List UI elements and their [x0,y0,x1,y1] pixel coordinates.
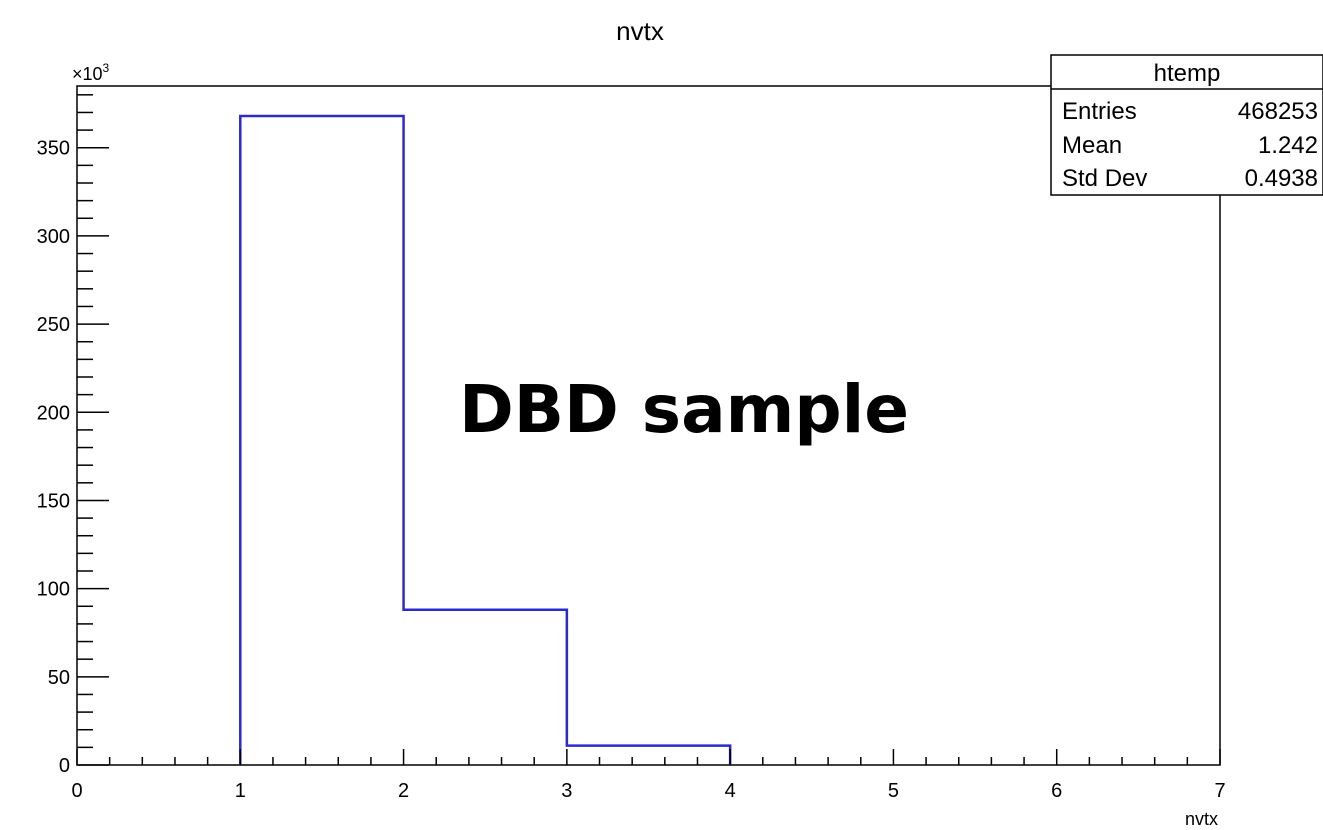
stats-box-frame [1050,54,1323,196]
stats-entries-value: 468253 [1238,98,1318,125]
histogram-bin-3 [567,746,730,765]
x-tick-label: 7 [1214,780,1225,802]
y-tick-label: 350 [37,138,70,160]
chart-title: nvtx [616,16,664,46]
y-tick-label: 150 [37,490,70,512]
stats-mean-label: Mean [1062,132,1122,159]
stats-stddev-label: Std Dev [1062,165,1147,192]
histogram-outline [239,114,732,765]
histogram-bin-1 [240,116,403,765]
y-multiplier-base: ×10 [72,64,103,84]
x-axis-label: nvtx [1185,809,1218,829]
x-tick-label: 6 [1051,780,1062,802]
y-tick-label: 250 [37,314,70,336]
y-tick-label: 200 [37,402,70,424]
plot-frame [76,85,1221,766]
y-axis: 0 50 100 150 200 250 300 350 [37,94,109,777]
y-tick-label: 300 [37,226,70,248]
x-tick-label: 4 [725,780,736,802]
x-tick-label: 2 [398,780,409,802]
stats-entries-label: Entries [1062,98,1137,125]
x-tick-label: 0 [71,780,82,802]
y-tick-label: 0 [59,755,70,777]
x-tick-label: 1 [235,780,246,802]
stats-box: htemp Entries 468253 Mean 1.242 Std Dev … [1050,54,1323,196]
stats-stddev-value: 0.4938 [1245,165,1318,192]
x-tick-label: 3 [561,780,572,802]
x-axis: 0 1 2 3 4 5 6 7 [71,749,1226,802]
y-tick-label: 50 [48,667,70,689]
histogram-bin-2 [404,610,567,765]
x-tick-label: 5 [888,780,899,802]
stats-mean-value: 1.242 [1258,132,1318,159]
stats-box-title: htemp [1154,60,1221,87]
y-multiplier-exponent: 3 [103,61,110,75]
y-axis-multiplier: ×103 [72,61,110,84]
sample-annotation: DBD sample [459,371,909,448]
y-tick-label: 100 [37,579,70,601]
